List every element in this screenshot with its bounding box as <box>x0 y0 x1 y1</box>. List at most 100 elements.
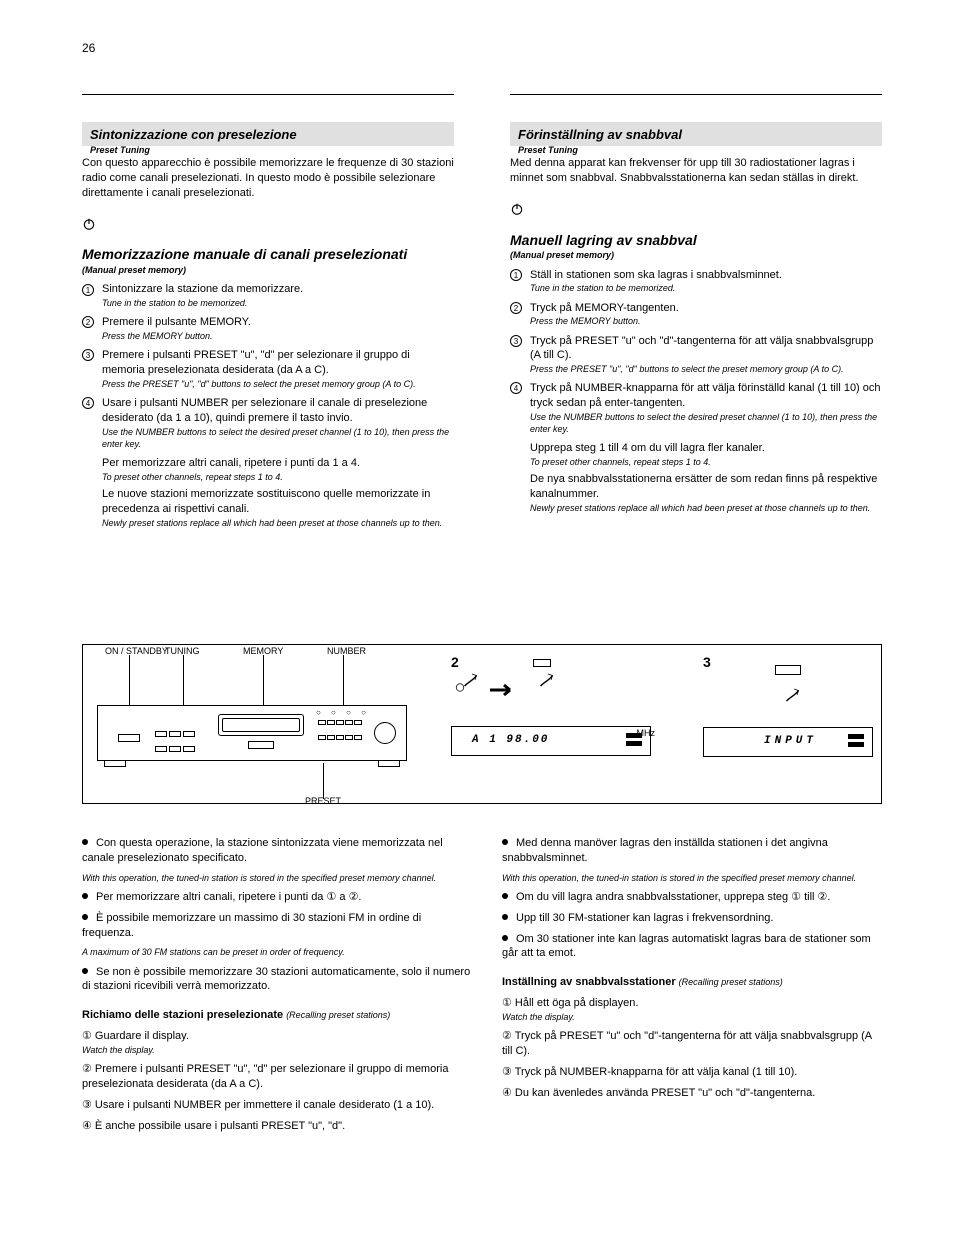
lcd-display-2: INPUT <box>703 727 873 757</box>
step4-sv: Tryck på NUMBER-knapparna för att välja … <box>530 381 882 411</box>
dev-port <box>118 734 140 742</box>
ll-b2: Per memorizzare altri canali, ripetere i… <box>82 890 472 905</box>
dev-slot <box>248 741 274 749</box>
ll-b1: Con questa operazione, la stazione sinto… <box>82 836 472 866</box>
ll-head-txt: Richiamo delle stazioni preselezionate <box>82 1009 283 1021</box>
lr-b2-txt: Om du vill lagra andra snabbvalsstatione… <box>516 891 830 903</box>
lr-b1-en: With this operation, the tuned-in statio… <box>502 872 882 884</box>
bullet-icon <box>502 935 508 941</box>
hand-press-icon <box>773 680 803 710</box>
circled-4: 4 <box>510 382 522 394</box>
memo-title-it-text: Memorizzazione manuale di canali presele… <box>82 246 407 262</box>
intro-sv: Med denna apparat kan frekvenser för upp… <box>510 156 882 186</box>
step3-number: 3 <box>703 653 711 672</box>
lr-head: Inställning av snabbvalsstationer (Recal… <box>502 975 882 990</box>
dev-feet <box>98 760 406 767</box>
lr-head-en: (Recalling preset stations) <box>679 977 783 987</box>
memo-sub-en-left: (Manual preset memory) <box>82 264 454 276</box>
step1-sv: Ställ in stationen som ska lagras i snab… <box>530 268 882 283</box>
lead-line <box>263 655 264 705</box>
lr-b1: Med denna manöver lagras den inställda s… <box>502 836 882 866</box>
bullet-icon <box>502 839 508 845</box>
step2-group: A 1 98.00 MHz <box>451 665 651 756</box>
step3-en: Press the PRESET "u", "d" buttons to sel… <box>102 378 454 390</box>
step-4-left: 4 Usare i pulsanti NUMBER per selezionar… <box>82 396 454 529</box>
step2-en-r: Press the MEMORY button. <box>530 315 882 327</box>
lower-right-col: Med denna manöver lagras den inställda s… <box>502 830 882 1100</box>
lcd1-unit: MHz <box>637 727 656 739</box>
lr-s2: ② Tryck på PRESET "u" och "d"-tangentern… <box>502 1029 882 1059</box>
ll-s1: ① Guardare il display. <box>82 1029 472 1044</box>
circled-3: 3 <box>510 335 522 347</box>
power-note-right <box>510 202 882 217</box>
ll-b3: È possibile memorizzare un massimo di 30… <box>82 911 472 941</box>
bullet-icon <box>82 914 88 920</box>
lr-b3-txt: Upp till 30 FM-stationer kan lagras i fr… <box>516 912 773 924</box>
intro-it: Con questo apparecchio è possibile memor… <box>82 156 454 201</box>
memo-title-it: Memorizzazione manuale di canali presele… <box>82 245 454 276</box>
note2-it: Le nuove stazioni memorizzate sostituisc… <box>102 487 454 517</box>
step-1-left: 1 Sintonizzare la stazione da memorizzar… <box>82 282 454 309</box>
circled-2: 2 <box>510 302 522 314</box>
lead-power: ON / STANDBY <box>105 645 168 657</box>
bullet-icon <box>502 893 508 899</box>
lr-b1-txt: Med denna manöver lagras den inställda s… <box>502 837 828 864</box>
circled-3: 3 <box>82 349 94 361</box>
ll-s4: ④ È anche possibile usare i pulsanti PRE… <box>82 1119 472 1134</box>
step3-it: Premere i pulsanti PRESET "u", "d" per s… <box>102 348 454 378</box>
ll-b1-en: With this operation, the tuned-in statio… <box>82 872 472 884</box>
dev-buttons-left <box>154 728 204 746</box>
step-2-right: 2 Tryck på MEMORY-tangenten. Press the M… <box>510 301 882 328</box>
step2-sv: Tryck på MEMORY-tangenten. <box>530 301 882 316</box>
step-2-left: 2 Premere il pulsante MEMORY. Press the … <box>82 315 454 342</box>
section-header-right: Förinställning av snabbval Preset Tuning <box>510 122 882 146</box>
press-button-icon <box>703 665 873 715</box>
power-icon <box>510 202 524 216</box>
page-number: 26 <box>82 40 95 56</box>
lcd-bars-icon <box>848 734 864 750</box>
note2-sv: De nya snabbvalsstationerna ersätter de … <box>530 472 882 502</box>
lcd-display-1: A 1 98.00 <box>451 726 651 756</box>
lead-tuning: TUNING <box>165 645 200 657</box>
note-it: Per memorizzare altri canali, ripetere i… <box>102 456 454 471</box>
bullet-icon <box>82 839 88 845</box>
step4-en: Use the NUMBER buttons to select the des… <box>102 426 454 450</box>
header-sv: Förinställning av snabbval <box>518 127 682 142</box>
tuner-device-illustration: ○ ○ ○ ○ <box>97 705 407 761</box>
ll-b1-txt: Con questa operazione, la stazione sinto… <box>82 837 443 864</box>
lead-line <box>183 655 184 705</box>
power-icon <box>82 217 96 231</box>
dev-screen <box>218 714 304 736</box>
circled-4: 4 <box>82 397 94 409</box>
bullet-icon <box>502 914 508 920</box>
step4-en-r: Use the NUMBER buttons to select the des… <box>530 411 882 435</box>
ll-b2-txt: Per memorizzare altri canali, ripetere i… <box>96 891 362 903</box>
step1-en-r: Tune in the station to be memorized. <box>530 282 882 294</box>
lead-line <box>323 763 324 799</box>
circled-2: 2 <box>82 316 94 328</box>
memo-title-sv-text: Manuell lagring av snabbval <box>510 232 697 248</box>
dev-dial <box>374 722 396 744</box>
step-3-right: 3 Tryck på PRESET "u" och "d"-tangentern… <box>510 334 882 376</box>
lead-line <box>343 655 344 705</box>
lead-line <box>129 655 130 705</box>
memo-title-sv: Manuell lagring av snabbval (Manual pres… <box>510 231 882 262</box>
button-outline <box>533 659 551 667</box>
arrow-right-icon <box>490 683 518 702</box>
step4-it: Usare i pulsanti NUMBER per selezionare … <box>102 396 454 426</box>
ll-s2: ② Premere i pulsanti PRESET "u", "d" per… <box>82 1062 472 1092</box>
power-note-left <box>82 217 454 232</box>
circled-1: 1 <box>510 269 522 281</box>
step2-number: 2 <box>451 653 459 672</box>
lcd2-text: INPUT <box>724 734 817 749</box>
header-it: Sintonizzazione con preselezione <box>90 127 297 142</box>
bullet-icon <box>82 893 88 899</box>
ll-s1-en: Watch the display. <box>82 1044 472 1056</box>
step2-en: Press the MEMORY button. <box>102 330 454 342</box>
step3-sv: Tryck på PRESET "u" och "d"-tangenterna … <box>530 334 882 364</box>
lr-b3: Upp till 30 FM-stationer kan lagras i fr… <box>502 911 882 926</box>
diagram-box: ○ ○ ○ ○ ON / STANDBY TUNING MEMORY NUMBE… <box>82 644 882 804</box>
circled-1: 1 <box>82 284 94 296</box>
lead-preset: PRESET <box>305 795 341 807</box>
step-3-left: 3 Premere i pulsanti PRESET "u", "d" per… <box>82 348 454 390</box>
